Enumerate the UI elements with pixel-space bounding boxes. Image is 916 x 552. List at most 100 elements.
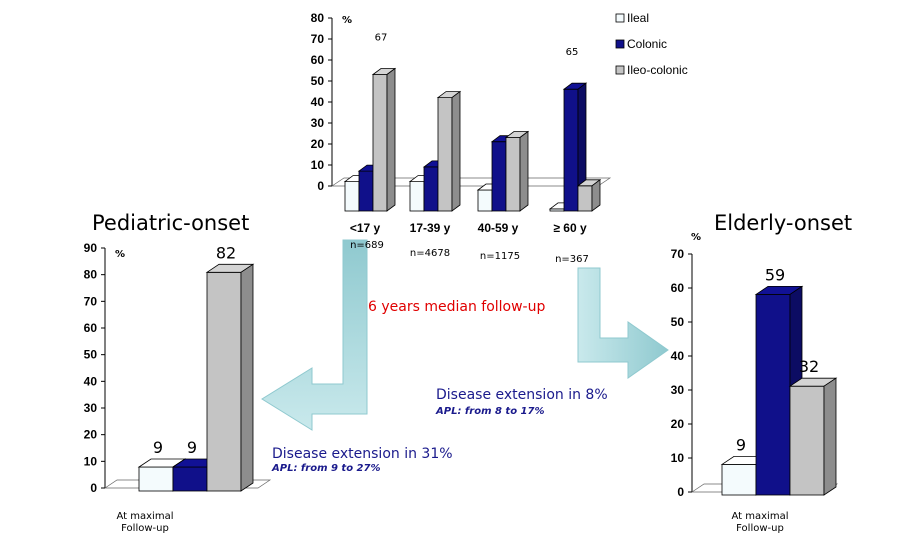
- legend-label-ileal: Ileal: [627, 11, 649, 25]
- top-category-n-0: n=689: [350, 240, 384, 251]
- pediatric-bar-ileocolonic-side: [240, 263, 254, 492]
- elderly-bar-colonic-front: [755, 293, 791, 496]
- top-bar-ileocolonic-2-front: [505, 137, 521, 212]
- elderly-ytick-50: 50: [671, 315, 685, 329]
- arrow-to-pediatric: [261, 239, 368, 431]
- top-bar-ileocolonic-0-side: [386, 67, 396, 212]
- pediatric-bar-colonic-front: [172, 466, 208, 492]
- elderly-ytick-70: 70: [671, 247, 685, 261]
- apl-pediatric-text: APL: from 9 to 27%: [271, 463, 380, 474]
- top-data-label-0: 67: [375, 33, 388, 44]
- pediatric-ytick-70: 70: [84, 294, 98, 308]
- top-bar-ileocolonic-3-side: [591, 179, 601, 212]
- top-bar-ileocolonic-2-side: [519, 130, 529, 212]
- top-bar-ileocolonic-1-front: [437, 97, 453, 212]
- pediatric-title: Pediatric-onset: [92, 211, 249, 235]
- followup-annotation: 6 years median follow-up: [368, 299, 545, 315]
- top-bar-colonic-1-front: [423, 166, 439, 212]
- pediatric-ytick-80: 80: [84, 268, 98, 282]
- elderly-bar-ileocolonic-side: [823, 377, 837, 496]
- top-category-2: 40-59 y: [478, 221, 519, 235]
- elderly-y-unit: %: [691, 232, 701, 243]
- legend-label-colonic: Colonic: [627, 37, 667, 51]
- top-category-3: ≥ 60 y: [553, 221, 587, 235]
- pediatric-category-line-0: At maximal: [117, 511, 174, 522]
- elderly-bar-ileocolonic: [788, 377, 838, 496]
- pediatric-ytick-40: 40: [84, 374, 98, 388]
- arrow-to-elderly: [577, 267, 669, 379]
- elderly-bar-ileocolonic-front: [789, 385, 825, 496]
- top-ytick-60: 60: [311, 53, 325, 67]
- top-bar-ileal-2-front: [477, 189, 493, 212]
- elderly-data-label-colonic: 59: [765, 265, 785, 284]
- pediatric-ytick-90: 90: [84, 241, 98, 255]
- elderly-category-line-1: Follow-up: [736, 523, 784, 534]
- pediatric-ytick-50: 50: [84, 348, 98, 362]
- top-bar-ileocolonic-3-front: [577, 185, 593, 212]
- top-bar-ileocolonic-1-side: [451, 90, 461, 212]
- elderly-data-label-ileal: 9: [736, 435, 746, 454]
- apl-elderly-text: APL: from 8 to 17%: [435, 406, 544, 417]
- elderly-data-label-ileocolonic: 32: [799, 357, 819, 376]
- top-category-1: 17-39 y: [410, 221, 451, 235]
- pediatric-bar-ileocolonic-front: [206, 271, 242, 492]
- chart-elderly-onset: 0 10 20 30 40 50 60 70 Elderly-onset% 9 59 32 At max…: [671, 211, 852, 534]
- top-ytick-80: 80: [311, 11, 325, 25]
- chart-onset-age-location: 0 10 20 30 40 50 60 70 80 % <17 y n=689 17-39 y n=467…: [311, 11, 612, 265]
- pediatric-bar-ileal-front: [138, 466, 174, 492]
- legend: Ileal Colonic Ileo-colonic: [615, 11, 688, 77]
- legend-swatch-ileal: [615, 13, 625, 23]
- top-bar-ileocolonic-0-front: [372, 74, 388, 212]
- elderly-ytick-30: 30: [671, 383, 685, 397]
- top-ytick-40: 40: [311, 95, 325, 109]
- top-bar-ileocolonic-0: [371, 67, 397, 212]
- top-data-label-1: 65: [566, 47, 579, 58]
- elderly-ytick-40: 40: [671, 349, 685, 363]
- top-ytick-0: 0: [317, 179, 324, 193]
- top-bar-colonic-0-front: [358, 170, 374, 212]
- top-bar-colonic-3-front: [563, 88, 579, 212]
- pediatric-ytick-20: 20: [84, 428, 98, 442]
- pediatric-ytick-30: 30: [84, 401, 98, 415]
- pediatric-ytick-0: 0: [90, 481, 97, 495]
- elderly-bar-ileal-front: [721, 463, 757, 496]
- pediatric-y-unit: %: [115, 249, 125, 260]
- pediatric-bar-ileocolonic: [205, 263, 255, 492]
- top-category-n-1: n=4678: [410, 248, 450, 259]
- top-bar-ileocolonic-3: [576, 179, 602, 212]
- extension-pediatric-text: Disease extension in 31%: [272, 446, 453, 462]
- pediatric-data-label-ileocolonic: 82: [216, 243, 236, 262]
- pediatric-ytick-10: 10: [84, 454, 98, 468]
- top-y-unit: %: [342, 15, 352, 26]
- elderly-ytick-0: 0: [677, 485, 684, 499]
- extension-elderly-text: Disease extension in 8%: [436, 387, 608, 403]
- top-ytick-20: 20: [311, 137, 325, 151]
- top-bar-ileal-0-front: [344, 181, 360, 212]
- legend-swatch-colonic: [615, 39, 625, 49]
- top-category-n-3: n=367: [555, 254, 589, 265]
- legend-label-ileocolonic: Ileo-colonic: [627, 63, 688, 77]
- pediatric-data-label-ileal: 9: [153, 438, 163, 457]
- pediatric-ytick-60: 60: [84, 321, 98, 335]
- pediatric-category-line-1: Follow-up: [121, 523, 169, 534]
- pediatric-data-label-colonic: 9: [187, 438, 197, 457]
- top-bar-ileocolonic-1: [436, 90, 462, 212]
- elderly-ytick-10: 10: [671, 451, 685, 465]
- elderly-ytick-20: 20: [671, 417, 685, 431]
- top-ytick-10: 10: [311, 158, 325, 172]
- chart-pediatric-onset: 0 10 20 30 40 50 60 70 80 90 Pediatric-onset% 9 9 82 A…: [84, 211, 272, 534]
- top-ytick-30: 30: [311, 116, 325, 130]
- top-category-n-2: n=1175: [480, 251, 520, 262]
- top-category-0: <17 y: [350, 221, 381, 235]
- top-bar-ileal-1-front: [409, 181, 425, 212]
- top-bar-colonic-3: [562, 82, 588, 212]
- legend-swatch-ileocolonic: [615, 65, 625, 75]
- top-ytick-50: 50: [311, 74, 325, 88]
- top-ytick-70: 70: [311, 32, 325, 46]
- elderly-category-line-0: At maximal: [732, 511, 789, 522]
- top-bar-ileocolonic-2: [504, 130, 530, 212]
- top-bar-colonic-2-front: [491, 141, 507, 212]
- elderly-title: Elderly-onset: [714, 211, 852, 235]
- elderly-ytick-60: 60: [671, 281, 685, 295]
